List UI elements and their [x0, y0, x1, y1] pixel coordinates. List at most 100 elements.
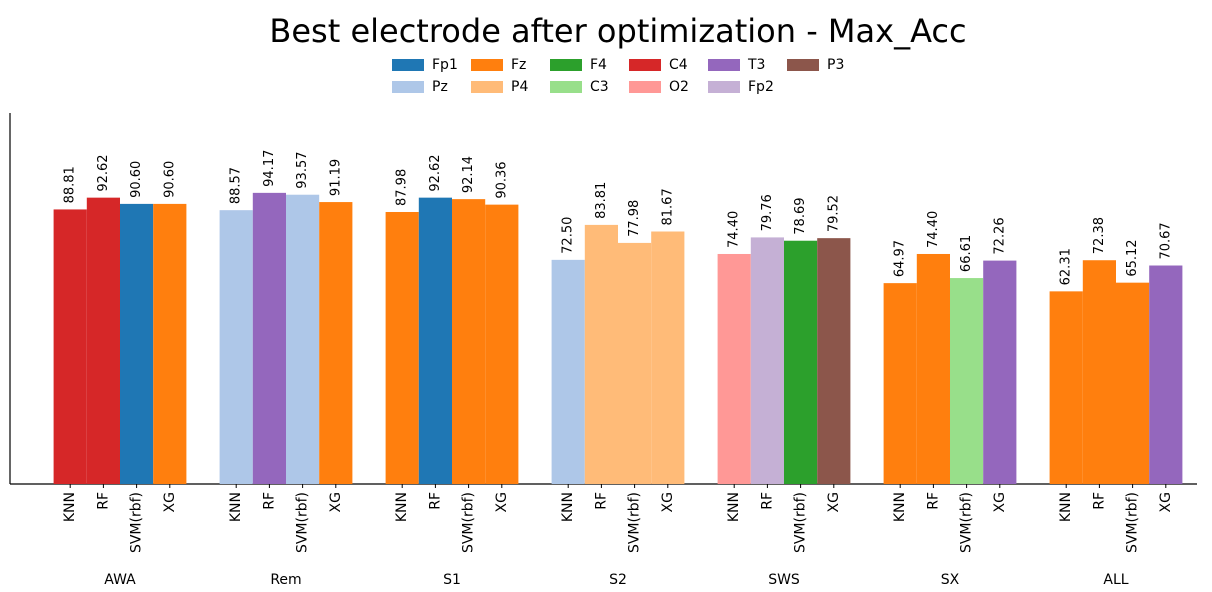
legend-swatch	[392, 59, 424, 71]
legend-label: C3	[590, 79, 609, 95]
value-label: 77.98	[627, 200, 642, 237]
x-tick-label: XG	[328, 492, 344, 512]
value-label: 88.57	[229, 167, 244, 204]
value-label: 72.38	[1092, 217, 1107, 254]
bar	[86, 197, 120, 484]
bar	[319, 202, 353, 484]
x-tick-label: RF	[925, 492, 941, 510]
x-tick-label: RF	[1091, 492, 1107, 510]
x-tick-label: SVM(rbf)	[461, 492, 477, 553]
x-tick-label: KNN	[726, 492, 742, 522]
bar	[385, 211, 419, 484]
legend-label: P3	[827, 57, 844, 73]
value-label: 79.76	[760, 194, 775, 231]
bar	[717, 253, 751, 484]
value-label: 94.17	[262, 150, 277, 187]
bar	[286, 194, 320, 484]
group-label: S2	[609, 572, 627, 588]
bar	[784, 240, 818, 484]
x-tick-label: XG	[1158, 492, 1174, 512]
x-tick-label: SVM(rbf)	[129, 492, 145, 553]
value-label: 72.50	[561, 217, 576, 254]
bar	[1149, 265, 1183, 484]
bar	[418, 197, 452, 484]
legend-label: Pz	[432, 79, 448, 95]
value-label: 74.40	[727, 211, 742, 248]
legend-swatch	[471, 59, 503, 71]
value-label: 83.81	[594, 182, 609, 219]
bar	[750, 237, 784, 484]
x-tick-label: KNN	[892, 492, 908, 522]
x-tick-label: SVM(rbf)	[295, 492, 311, 553]
group-label: S1	[443, 572, 461, 588]
value-label: 91.19	[328, 159, 343, 196]
legend-swatch	[629, 81, 661, 93]
bar	[950, 278, 984, 484]
legend-label: C4	[669, 57, 688, 73]
bar	[916, 253, 950, 484]
value-label: 90.60	[162, 161, 177, 198]
x-tick-label: SVM(rbf)	[627, 492, 643, 553]
x-tick-label: XG	[992, 492, 1008, 512]
bar	[584, 224, 618, 484]
legend-swatch	[708, 81, 740, 93]
x-tick-label: SVM(rbf)	[1125, 492, 1141, 553]
value-label: 66.61	[959, 235, 974, 272]
x-tick-label: RF	[759, 492, 775, 510]
x-tick-label: RF	[261, 492, 277, 510]
legend-swatch	[550, 59, 582, 71]
legend-label: F4	[590, 57, 607, 73]
bar	[883, 283, 917, 484]
value-label: 64.97	[893, 240, 908, 277]
value-label: 70.67	[1158, 222, 1173, 259]
value-label: 90.60	[129, 161, 144, 198]
value-label: 81.67	[660, 188, 675, 225]
legend-swatch	[708, 59, 740, 71]
value-label: 90.36	[494, 161, 509, 198]
bar	[551, 259, 585, 484]
legend-label: P4	[511, 79, 528, 95]
x-tick-label: RF	[95, 492, 111, 510]
x-tick-label: SVM(rbf)	[793, 492, 809, 553]
bar	[1082, 260, 1116, 484]
legend-label: Fp1	[432, 57, 458, 73]
value-label: 93.57	[295, 151, 310, 188]
group-label: SWS	[768, 572, 800, 588]
x-tick-label: XG	[660, 492, 676, 512]
value-label: 74.40	[926, 211, 941, 248]
legend-label: Fz	[511, 57, 526, 73]
value-label: 92.14	[461, 156, 476, 193]
value-label: 88.81	[63, 166, 78, 203]
legend-swatch	[629, 59, 661, 71]
bar	[53, 209, 87, 484]
value-label: 87.98	[395, 169, 410, 206]
x-tick-label: XG	[494, 492, 510, 512]
group-label: SX	[941, 572, 960, 588]
bar	[817, 238, 851, 484]
group-label: ALL	[1103, 572, 1128, 588]
bar	[618, 242, 652, 484]
legend-swatch	[550, 81, 582, 93]
legend-label: Fp2	[748, 79, 774, 95]
legend-swatch	[787, 59, 819, 71]
x-tick-label: XG	[826, 492, 842, 512]
value-label: 79.52	[826, 195, 841, 232]
bar	[153, 203, 187, 484]
x-tick-label: KNN	[1058, 492, 1074, 522]
x-tick-label: RF	[593, 492, 609, 510]
bar	[485, 204, 519, 484]
legend-swatch	[392, 81, 424, 93]
bar	[252, 192, 286, 485]
x-tick-label: SVM(rbf)	[959, 492, 975, 553]
group-label: Rem	[270, 572, 301, 588]
bar	[651, 231, 685, 484]
value-label: 62.31	[1059, 248, 1074, 285]
x-tick-label: XG	[162, 492, 178, 512]
legend-swatch	[471, 81, 503, 93]
bar	[219, 210, 253, 484]
value-label: 92.62	[428, 154, 443, 191]
bar	[983, 260, 1017, 484]
value-label: 92.62	[96, 154, 111, 191]
x-tick-label: KNN	[62, 492, 78, 522]
